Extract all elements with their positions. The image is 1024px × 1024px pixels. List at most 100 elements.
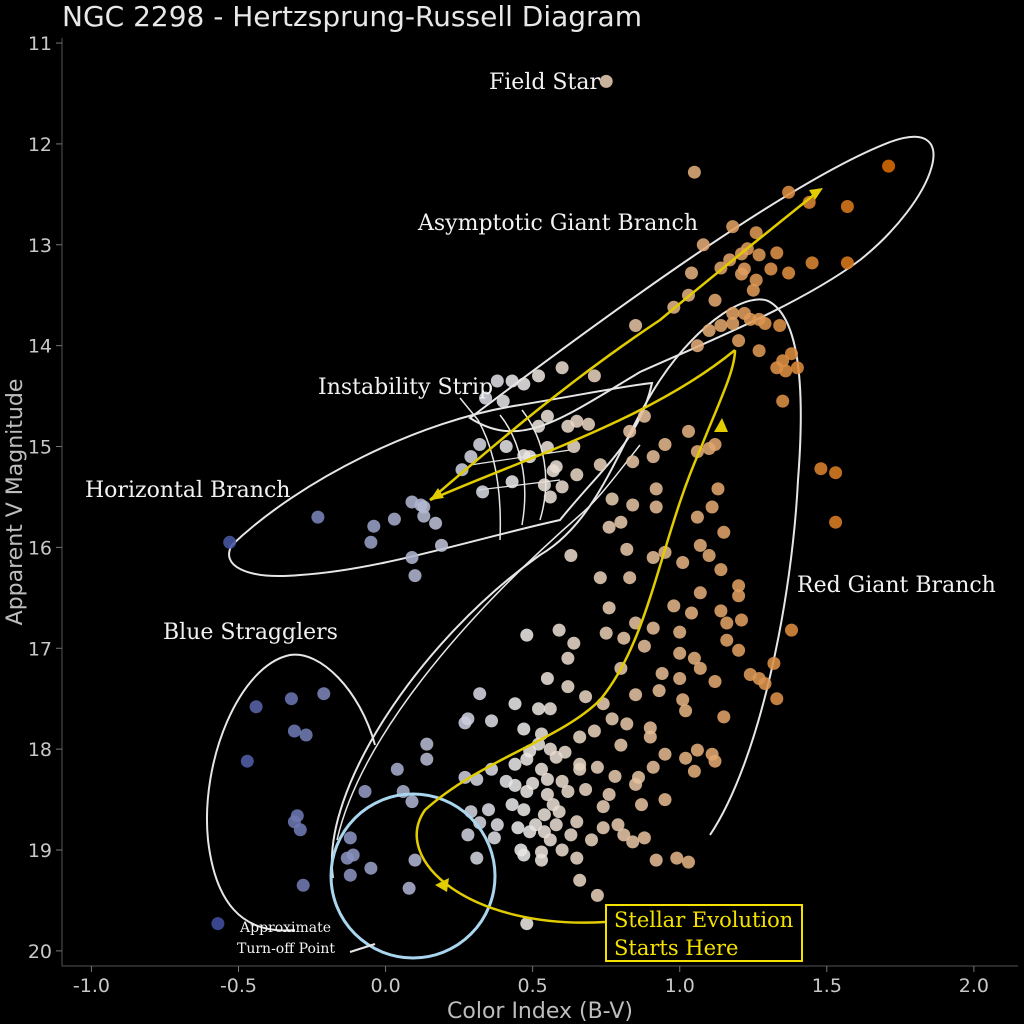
star-point [561, 680, 575, 694]
star-point [687, 165, 701, 179]
star-point [435, 538, 448, 552]
star-point [758, 677, 772, 691]
star-point [714, 563, 728, 577]
star-point [620, 542, 634, 556]
star-point [517, 848, 531, 862]
star-point [405, 551, 419, 564]
star-point [487, 831, 501, 845]
star-point [726, 220, 740, 234]
star-point [596, 821, 610, 835]
star-point [555, 480, 569, 494]
star-point [520, 785, 534, 798]
star-point [520, 752, 534, 766]
star-point [714, 319, 728, 332]
star-point [555, 843, 569, 857]
star-point [732, 579, 746, 593]
star-point [658, 793, 672, 807]
star-point [508, 697, 522, 711]
star-point [602, 520, 616, 534]
y-axis-label: Apparent V Magnitude [3, 379, 28, 626]
y-tick-label: 13 [28, 235, 52, 257]
star-point [652, 684, 666, 698]
star-point [682, 424, 695, 438]
star-point [458, 716, 472, 730]
star-point [693, 661, 707, 675]
star-point [658, 747, 672, 761]
y-tick-label: 11 [28, 33, 52, 55]
star-point [211, 917, 225, 931]
star-point [711, 482, 725, 496]
star-point [752, 248, 766, 262]
star-point [626, 455, 640, 469]
x-tick-label: -1.0 [73, 975, 110, 997]
star-point [735, 267, 748, 281]
blue-stragglers-outline [206, 653, 376, 932]
star-point [749, 273, 763, 287]
label-evolution-line1: Stellar Evolution [614, 908, 793, 932]
star-point [561, 651, 575, 665]
star-point [696, 238, 710, 252]
star-point [617, 631, 631, 645]
star-point [570, 851, 584, 865]
star-point [564, 549, 578, 562]
star-point [623, 571, 637, 585]
track-arrowheads [430, 188, 823, 892]
y-tick-label: 12 [28, 134, 52, 156]
star-point [637, 409, 651, 423]
turnoff-circle [329, 792, 497, 960]
star-point [614, 738, 628, 752]
star-point [402, 881, 416, 895]
star-point [623, 424, 637, 438]
star-point [676, 693, 690, 707]
star-point [593, 571, 607, 585]
star-point [343, 831, 357, 845]
star-point [473, 687, 487, 701]
star-point [649, 853, 663, 867]
star-point [735, 613, 748, 627]
star-point [673, 625, 687, 639]
star-point [485, 714, 498, 728]
star-point [790, 361, 804, 375]
star-point [626, 835, 640, 849]
y-tick-label: 14 [28, 336, 52, 358]
star-point [532, 369, 545, 383]
star-point [296, 878, 310, 892]
star-point [673, 646, 687, 660]
star-point [649, 482, 663, 496]
star-point [708, 754, 722, 768]
star-point [646, 760, 660, 774]
star-point [408, 569, 422, 583]
star-point [726, 317, 740, 330]
x-tick-label: -0.5 [220, 975, 257, 997]
star-point [758, 317, 772, 330]
track-to-agb [429, 189, 821, 501]
star-point [690, 743, 704, 757]
star-point [490, 374, 504, 388]
rgb-inner-line [336, 444, 641, 841]
star-point [429, 516, 443, 530]
star-point [284, 692, 298, 706]
star-point [505, 798, 519, 812]
star-point [773, 319, 787, 332]
star-point [693, 586, 707, 600]
star-point [682, 855, 695, 869]
star-point [540, 772, 554, 786]
y-tick-label: 15 [28, 437, 52, 459]
star-point [679, 751, 693, 765]
star-point [732, 589, 746, 603]
star-point [555, 361, 569, 375]
star-point [643, 721, 657, 735]
label-turnoff-line1: Approximate [239, 920, 331, 936]
star-point [749, 226, 763, 240]
star-point [782, 185, 796, 199]
star-point [655, 667, 669, 680]
star-point [523, 825, 537, 839]
star-point [240, 754, 254, 768]
star-point [405, 795, 419, 809]
star-point [687, 651, 701, 665]
star-point [387, 512, 401, 526]
star-point [567, 636, 581, 650]
star-point [605, 712, 619, 726]
star-point [532, 737, 545, 751]
axis-ticks: -1.0 -0.5 0.0 0.5 1.0 1.5 2.0 11 12 13 14 15 16 17 18 1… [28, 33, 989, 997]
